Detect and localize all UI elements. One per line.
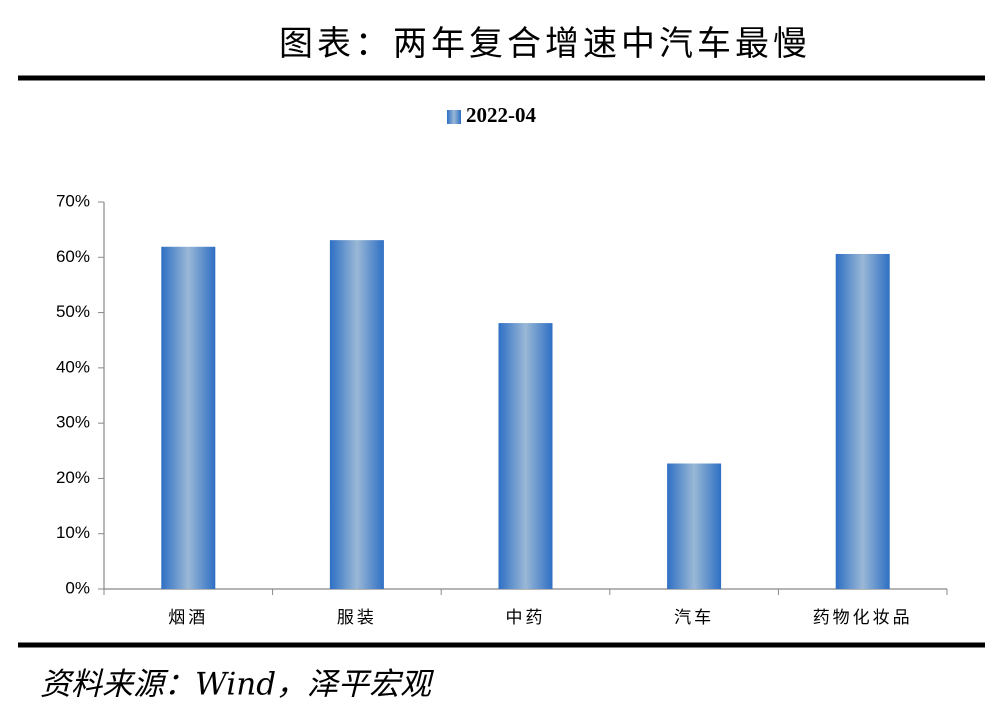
bar: [498, 323, 553, 589]
y-tick-label: 40%: [56, 357, 90, 376]
y-tick-label: 50%: [56, 302, 90, 321]
legend-label: 2022-04: [466, 103, 536, 127]
bar: [161, 246, 216, 589]
x-tick-label: 药物化妆品: [813, 608, 913, 628]
bar: [667, 463, 722, 589]
y-tick-label: 20%: [56, 468, 90, 487]
source-note: 资料来源：Wind，泽平宏观: [40, 667, 435, 703]
bar: [835, 253, 890, 589]
chart-title: 图表：两年复合增速中汽车最慢: [279, 24, 811, 64]
y-tick-label: 70%: [56, 191, 90, 210]
legend-swatch: [447, 110, 461, 124]
x-tick-label: 烟酒: [168, 608, 208, 628]
x-tick-label: 中药: [506, 608, 546, 628]
x-tick-label: 服装: [337, 608, 377, 628]
y-tick-label: 60%: [56, 247, 90, 266]
bar: [329, 240, 384, 589]
y-tick-label: 10%: [56, 523, 90, 542]
y-tick-label: 0%: [65, 578, 90, 597]
y-tick-label: 30%: [56, 413, 90, 432]
x-tick-label: 汽车: [674, 608, 714, 628]
